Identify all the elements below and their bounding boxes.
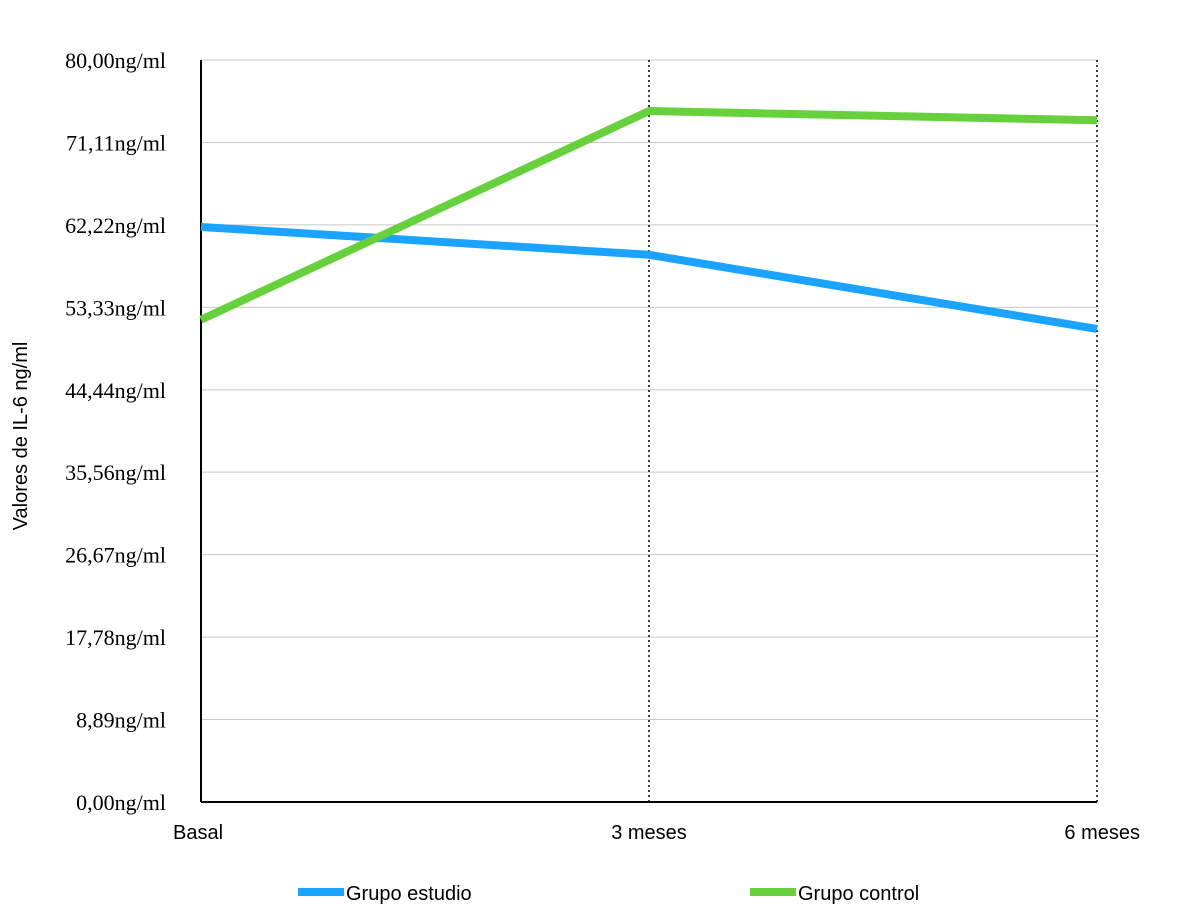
axes xyxy=(200,60,1097,803)
y-tick-label: 0,00ng/ml xyxy=(76,790,166,815)
series-line-0 xyxy=(200,222,1098,333)
x-tick-label: Basal xyxy=(173,822,223,844)
y-tick-label: 71,11ng/ml xyxy=(66,130,166,155)
series-lines xyxy=(199,107,1098,333)
legend-label: Grupo estudio xyxy=(346,883,472,905)
y-tick-label: 80,00ng/ml xyxy=(65,48,166,73)
y-tick-label: 8,89ng/ml xyxy=(76,708,166,733)
y-tick-label: 53,33ng/ml xyxy=(65,295,166,320)
y-tick-label: 44,44ng/ml xyxy=(65,378,166,403)
x-tick-labels: Basal 3 meses 6 meses xyxy=(173,822,1140,844)
x-tick-label: 6 meses xyxy=(1064,822,1140,844)
y-tick-label: 26,67ng/ml xyxy=(65,543,166,568)
legend: Grupo estudio Grupo control xyxy=(298,883,919,905)
y-tick-label: 17,78ng/ml xyxy=(65,625,166,650)
y-axis-title: Valores de IL-6 ng/ml xyxy=(10,342,32,531)
category-dotted-lines xyxy=(648,60,1098,802)
y-tick-labels: 0,00ng/ml 8,89ng/ml 17,78ng/ml 26,67ng/ml 35… xyxy=(65,48,166,815)
legend-label: Grupo control xyxy=(798,883,919,905)
x-tick-label: 3 meses xyxy=(611,822,687,844)
y-tick-label: 35,56ng/ml xyxy=(65,460,166,485)
series-line-1 xyxy=(199,107,1098,324)
y-tick-label: 62,22ng/ml xyxy=(65,213,166,238)
